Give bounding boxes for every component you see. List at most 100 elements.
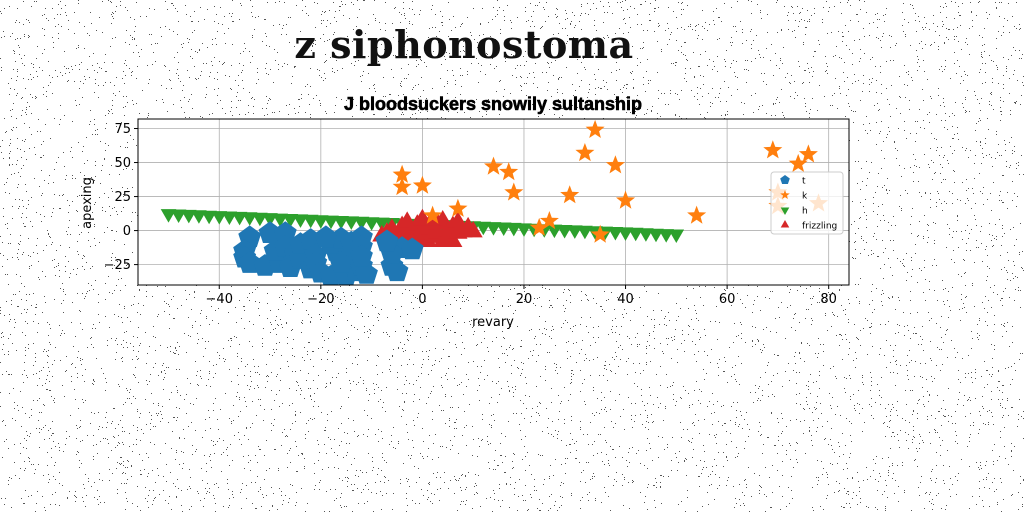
data-point-k: [423, 205, 443, 224]
legend: tkh frizzling: [770, 171, 844, 235]
data-point-h: [231, 211, 248, 226]
data-point-h: [506, 222, 522, 237]
y-axis-label: apexing: [80, 177, 95, 229]
data-point-h: [272, 213, 288, 228]
data-point-k: [788, 153, 808, 172]
x-tick-label: 40: [617, 292, 634, 307]
data-point-t: [329, 251, 353, 273]
data-point-h: [191, 210, 207, 224]
data-point-k: [590, 224, 610, 243]
axis-ticks: −40 −20 0 20 40 60 80 −25 0 25 50 75: [104, 122, 837, 307]
data-point-h: [211, 211, 228, 225]
data-point-h: [363, 217, 380, 231]
data-point-h: [627, 227, 644, 242]
y-tick-label: 25: [114, 190, 131, 205]
data-point-h: [556, 225, 573, 239]
x-tick-label: −20: [307, 292, 334, 307]
x-tick-label: 60: [719, 292, 736, 307]
y-tick-label: 50: [114, 156, 131, 171]
data-point-h: [648, 228, 664, 243]
data-point-t: [258, 221, 282, 243]
data-point-h: [282, 214, 299, 228]
data-point-h: [638, 228, 654, 242]
legend-marker-frizzling: [780, 220, 790, 228]
data-point-h: [292, 214, 309, 228]
data-point-k: [539, 211, 559, 230]
data-point-k: [392, 164, 412, 183]
x-tick-label: 80: [820, 292, 837, 307]
data-point-k: [605, 155, 625, 174]
data-point-h: [607, 227, 624, 241]
data-point-h: [617, 227, 634, 241]
page-title: z siphonostoma: [294, 22, 634, 67]
data-point-h: [475, 221, 492, 236]
data-point-h: [262, 213, 278, 227]
data-point-h: [658, 229, 674, 243]
data-point-h: [313, 215, 329, 229]
y-tick-label: 75: [114, 122, 131, 137]
data-point-h: [323, 215, 339, 230]
data-point-t: [400, 237, 424, 260]
data-point-k: [504, 182, 524, 201]
legend-label-k: k: [802, 192, 808, 202]
data-point-k: [575, 143, 595, 162]
data-point-h: [221, 211, 238, 225]
data-point-t: [385, 259, 409, 282]
data-point-k: [616, 190, 636, 209]
data-point-h: [343, 216, 360, 230]
data-point-k: [687, 205, 707, 224]
series-t: [233, 221, 424, 285]
y-tick-label: 0: [123, 224, 131, 239]
legend-marker-h: [780, 207, 790, 215]
data-point-k: [585, 119, 605, 138]
data-point-h: [333, 216, 349, 230]
legend-marker-t: [780, 175, 790, 184]
legend-label-t: t: [802, 177, 806, 187]
x-tick-label: 0: [418, 292, 426, 307]
y-tick-label: −25: [104, 258, 131, 273]
legend-marker-k: [780, 190, 790, 199]
legend-label-frizzling: frizzling: [802, 222, 837, 232]
data-point-t: [273, 221, 297, 243]
x-tick-label: 20: [516, 292, 533, 307]
data-point-k: [499, 162, 519, 181]
data-point-h: [567, 225, 583, 239]
data-point-h: [252, 212, 268, 227]
x-tick-label: −40: [206, 292, 233, 307]
data-point-h: [374, 217, 390, 232]
data-point-frizzling: [463, 220, 483, 238]
plot-area: [160, 119, 828, 285]
data-point-h: [170, 209, 187, 223]
legend-label-h: h: [802, 207, 808, 217]
data-point-t: [314, 225, 338, 248]
data-point-t: [350, 244, 373, 267]
data-point-h: [668, 229, 685, 243]
data-point-k: [412, 175, 432, 194]
data-point-h: [160, 209, 177, 223]
data-point-h: [353, 216, 370, 231]
data-point-h: [495, 222, 512, 236]
legend-box: [770, 171, 844, 235]
data-point-h: [516, 223, 532, 237]
data-point-k: [448, 198, 468, 217]
data-point-k: [484, 156, 503, 175]
chart-title: J bloodsuckers snowily sultanship: [344, 94, 642, 114]
data-point-t: [355, 262, 378, 284]
data-point-h: [485, 222, 502, 236]
x-axis-label: revary: [472, 315, 514, 330]
data-point-h: [577, 225, 593, 240]
data-point-h: [546, 224, 563, 239]
data-point-k: [529, 217, 549, 236]
data-point-h: [201, 210, 217, 225]
data-point-k: [763, 140, 783, 159]
data-point-k: [560, 185, 580, 204]
data-point-k: [798, 144, 818, 163]
data-point-k: [392, 177, 412, 196]
data-point-t: [375, 229, 399, 252]
data-point-h: [302, 214, 319, 229]
series-k: [392, 119, 828, 243]
data-point-h: [241, 212, 258, 226]
